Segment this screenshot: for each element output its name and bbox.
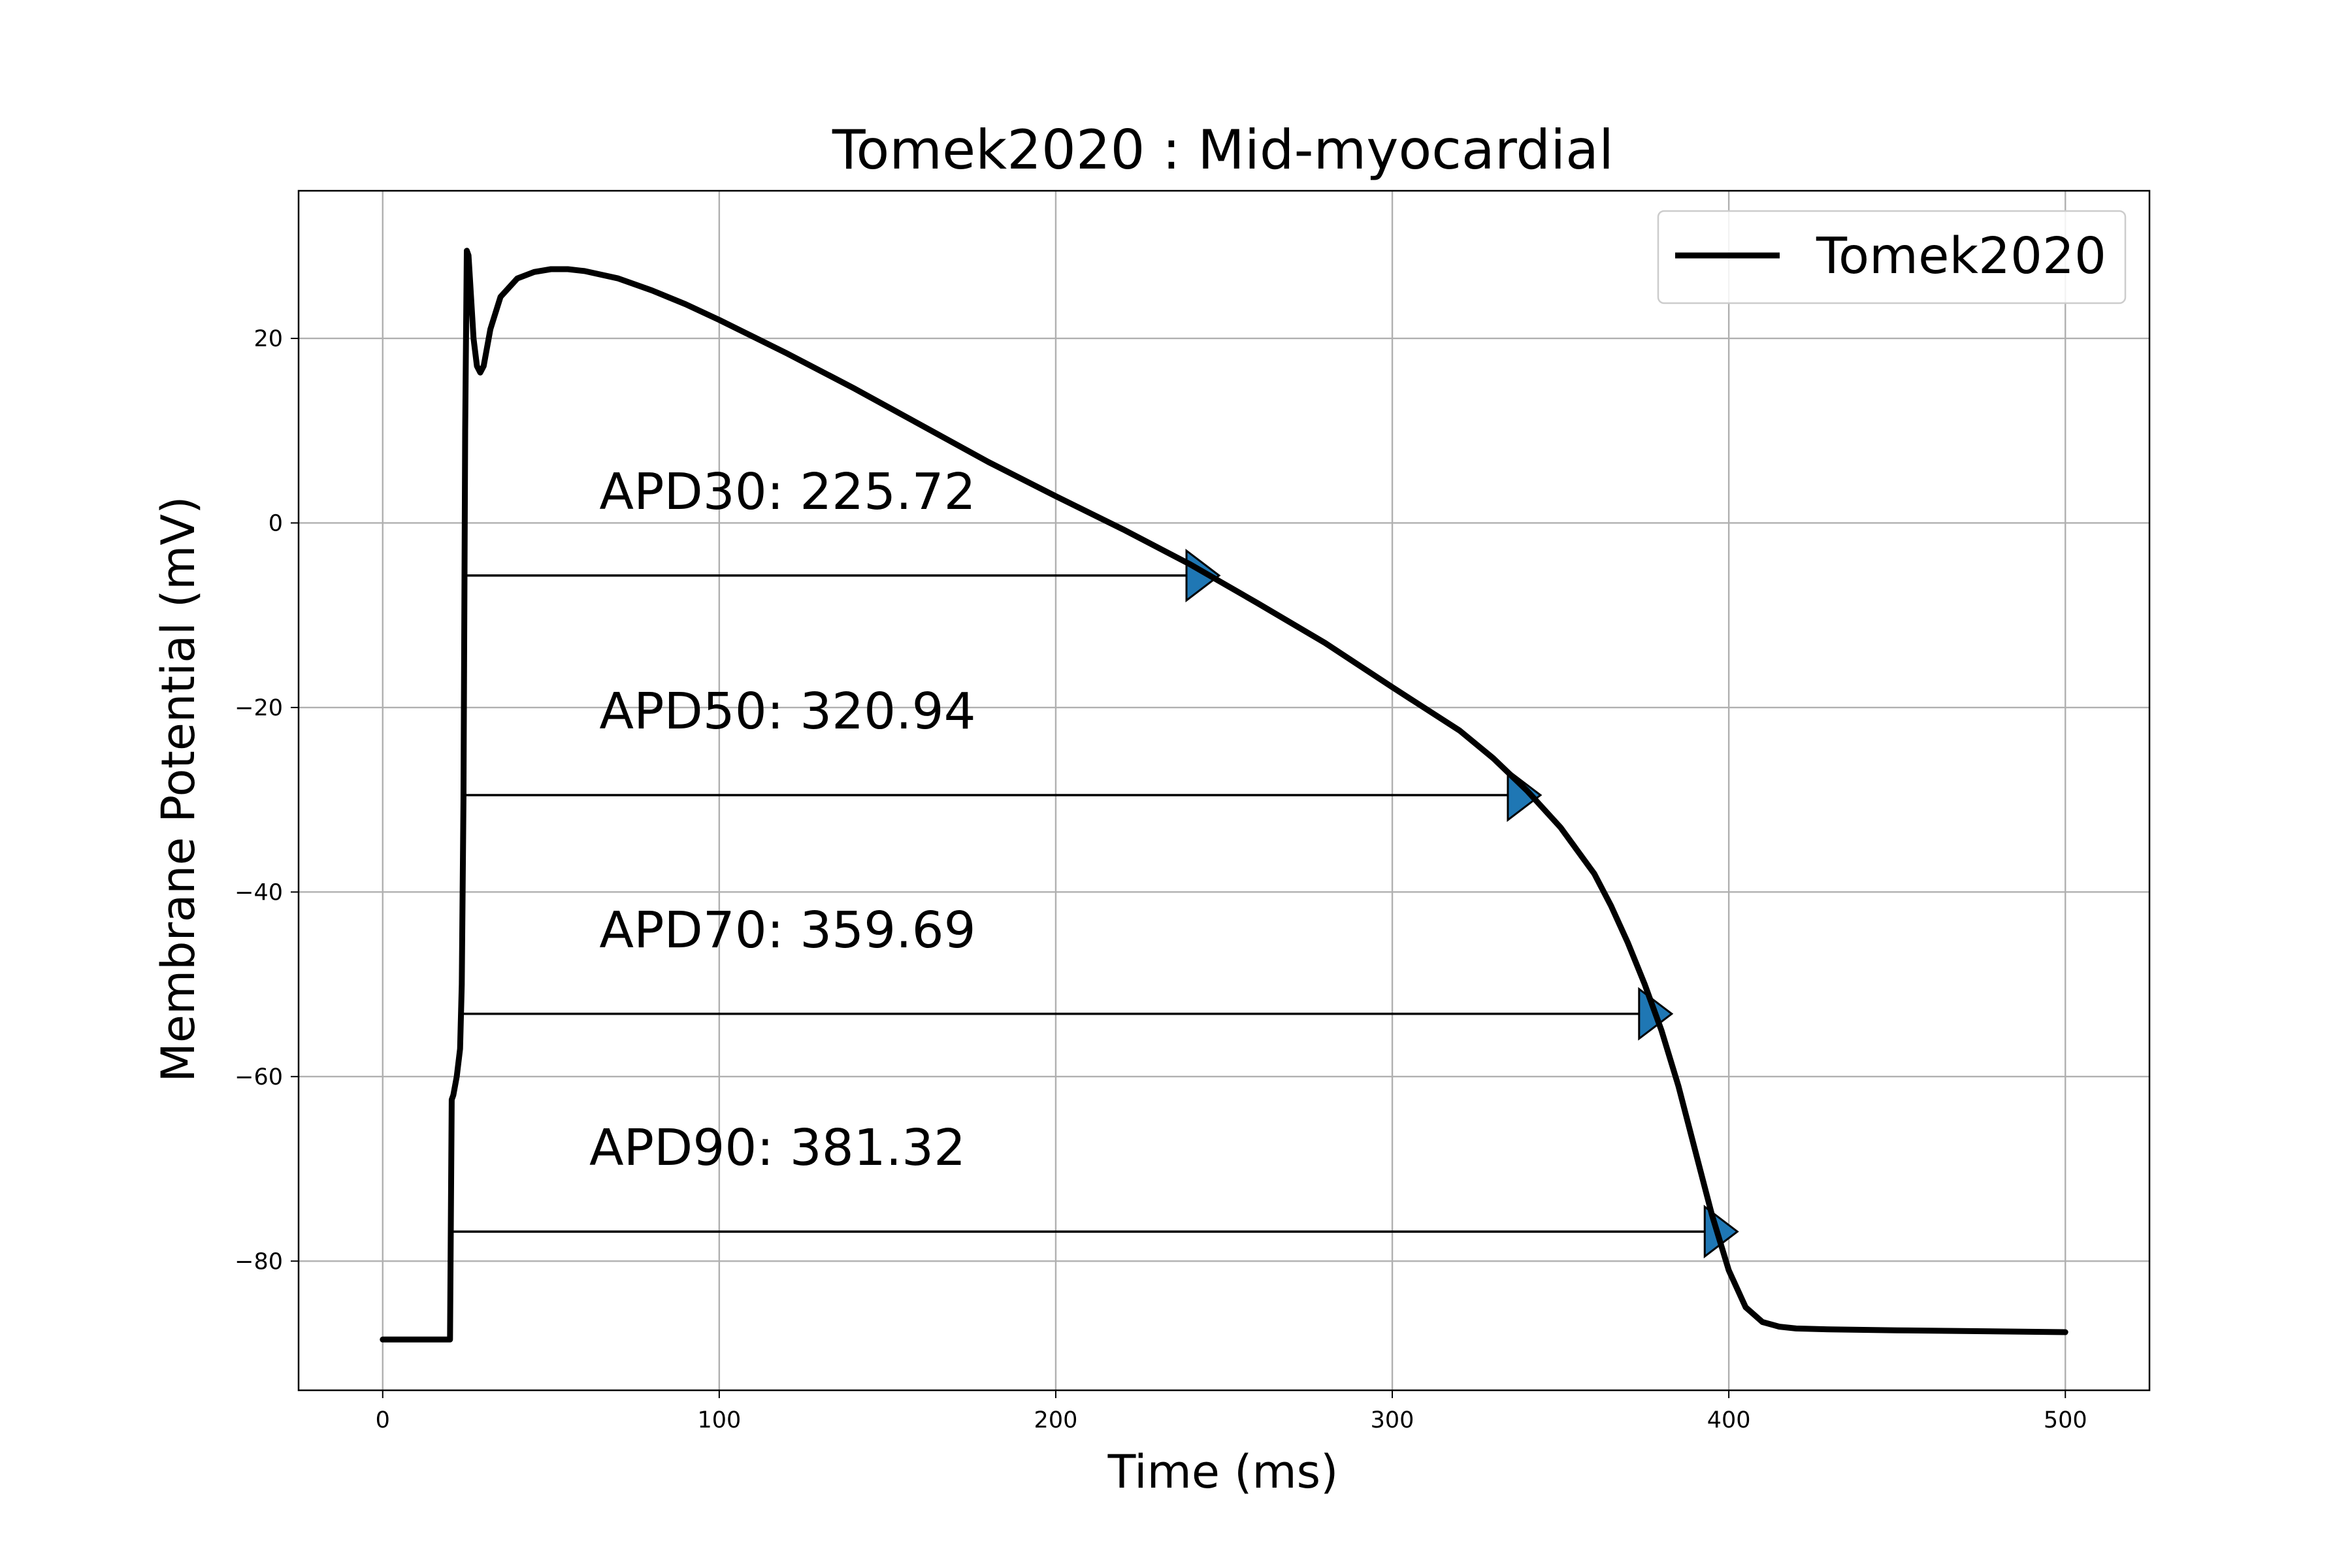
legend-entry-tomek2020: Tomek2020 [1816,227,2106,286]
x-tick-label: 400 [1707,1407,1751,1433]
legend: Tomek2020 [1657,210,2127,304]
plot-frame [297,189,2151,1392]
y-axis-label: Membrane Potential (mV) [152,496,205,1082]
apd-annotations: APD30: 225.72 APD50: 320.94 APD70: 359.69 A… [453,463,1739,1259]
grid [299,191,2149,1390]
axis-ticks: 0 100 200 300 400 500 −80 −60 −40 −20 0 20 [235,326,2087,1433]
legend-box [1657,210,2127,304]
x-tick-label: 300 [1371,1407,1414,1433]
y-tick-label: −80 [235,1249,283,1275]
x-tick-label: 200 [1034,1407,1078,1433]
apd-label: APD90: 381.32 [589,1119,966,1177]
apd-label: APD30: 225.72 [599,463,975,521]
x-axis-label: Time (ms) [1107,1445,1339,1499]
y-tick-label: −20 [235,695,283,721]
chart-title: Tomek2020 : Mid-myocardial [832,118,1614,182]
x-tick-label: 0 [376,1407,390,1433]
apd-label: APD70: 359.69 [599,902,975,960]
x-tick-label: 100 [697,1407,741,1433]
y-tick-label: 20 [253,326,283,352]
x-tick-label: 500 [2044,1407,2087,1433]
series-line-tomek2020 [380,248,2068,1343]
apd-arrow-head [1185,548,1221,602]
apd-label: APD50: 320.94 [599,683,975,741]
y-tick-label: 0 [269,510,283,536]
y-tick-label: −40 [235,879,283,906]
y-tick-label: −60 [235,1064,283,1090]
